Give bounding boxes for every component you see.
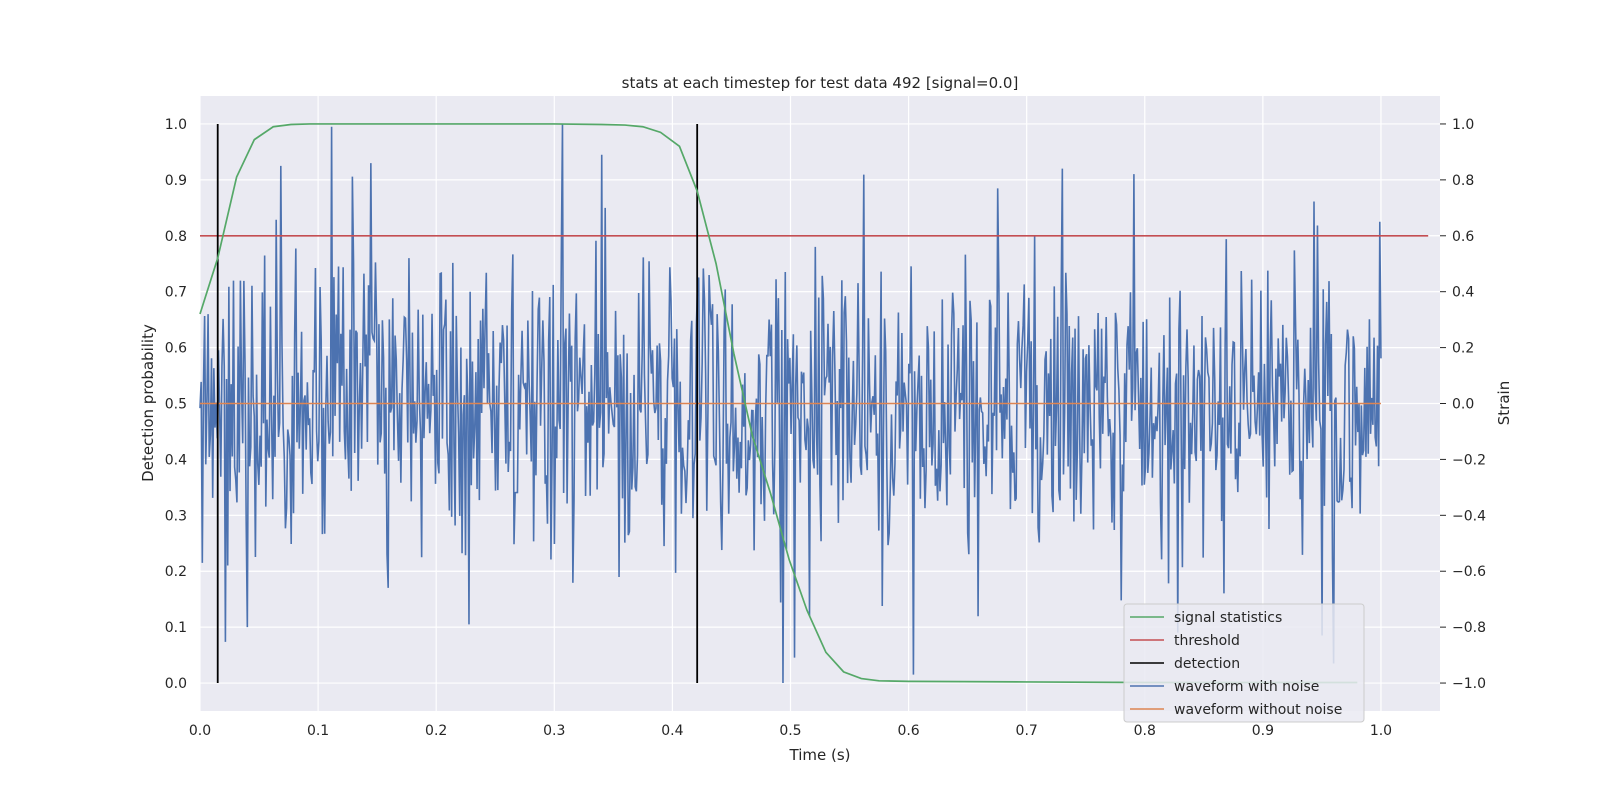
y2-tick-label: −1.0 bbox=[1452, 676, 1486, 692]
y-tick-label: 0.0 bbox=[165, 676, 187, 692]
x-tick-label: 0.7 bbox=[1016, 723, 1038, 739]
y2-tick-label: 0.2 bbox=[1452, 341, 1474, 357]
y-tick-label: 0.3 bbox=[165, 508, 187, 524]
y2-tick-label: 1.0 bbox=[1452, 117, 1474, 133]
legend: signal statistics threshold detection wa… bbox=[1123, 603, 1365, 723]
legend-label-waveform-with-noise: waveform with noise bbox=[1174, 679, 1319, 695]
y-tick-label: 0.9 bbox=[165, 173, 187, 189]
legend-label-signal-statistics: signal statistics bbox=[1174, 610, 1282, 626]
y2-tick-label: 0.4 bbox=[1452, 285, 1474, 301]
y2-tick-label: −0.2 bbox=[1452, 452, 1486, 468]
y-axis-label: Detection probability bbox=[139, 324, 157, 482]
y2-axis-label: Strain bbox=[1495, 381, 1513, 425]
x-tick-label: 0.6 bbox=[897, 723, 919, 739]
x-axis-label: Time (s) bbox=[789, 746, 851, 764]
y2-tick-label: −0.4 bbox=[1452, 508, 1486, 524]
x-tick-label: 0.0 bbox=[189, 723, 211, 739]
y-tick-label: 0.8 bbox=[165, 229, 187, 245]
y-tick-label: 0.7 bbox=[165, 285, 187, 301]
y2-tick-label: −0.8 bbox=[1452, 620, 1486, 636]
y2-tick-label: −0.6 bbox=[1452, 564, 1486, 580]
y-tick-label: 0.1 bbox=[165, 620, 187, 636]
y2-tick-label: 0.8 bbox=[1452, 173, 1474, 189]
series-waveform-with-noise bbox=[199, 123, 1382, 684]
y-axis-ticks: 0.0 0.1 0.2 0.3 0.4 0.5 0.6 0.7 0.8 0.9 1.0 bbox=[165, 117, 187, 692]
y2-tick-label: 0.0 bbox=[1452, 397, 1474, 413]
x-tick-label: 0.2 bbox=[425, 723, 447, 739]
legend-label-threshold: threshold bbox=[1174, 633, 1240, 649]
y-tick-label: 0.4 bbox=[165, 452, 187, 468]
legend-label-waveform-without-noise: waveform without noise bbox=[1174, 702, 1342, 718]
y-tick-label: 0.5 bbox=[165, 397, 187, 413]
x-tick-label: 0.9 bbox=[1252, 723, 1274, 739]
x-tick-label: 0.4 bbox=[661, 723, 683, 739]
x-axis-ticks: 0.0 0.1 0.2 0.3 0.4 0.5 0.6 0.7 0.8 0.9 1.0 bbox=[189, 723, 1392, 739]
legend-label-detection: detection bbox=[1174, 656, 1240, 672]
legend-box bbox=[1123, 603, 1365, 723]
y-tick-label: 1.0 bbox=[165, 117, 187, 133]
y2-tick-label: 0.6 bbox=[1452, 229, 1474, 245]
y2-axis-ticks: −1.0 −0.8 −0.6 −0.4 −0.2 0.0 0.2 0.4 0.6 0.8 1.0 bbox=[1440, 117, 1486, 692]
y-tick-label: 0.2 bbox=[165, 564, 187, 580]
x-tick-label: 0.1 bbox=[307, 723, 329, 739]
y-tick-label: 0.6 bbox=[165, 341, 187, 357]
chart-title: stats at each timestep for test data 492… bbox=[622, 74, 1019, 92]
x-tick-label: 0.5 bbox=[779, 723, 801, 739]
x-tick-label: 0.8 bbox=[1134, 723, 1156, 739]
series-layer bbox=[199, 123, 1429, 684]
x-tick-label: 0.3 bbox=[543, 723, 565, 739]
x-tick-label: 1.0 bbox=[1370, 723, 1392, 739]
series-signal-statistics bbox=[199, 123, 1358, 684]
